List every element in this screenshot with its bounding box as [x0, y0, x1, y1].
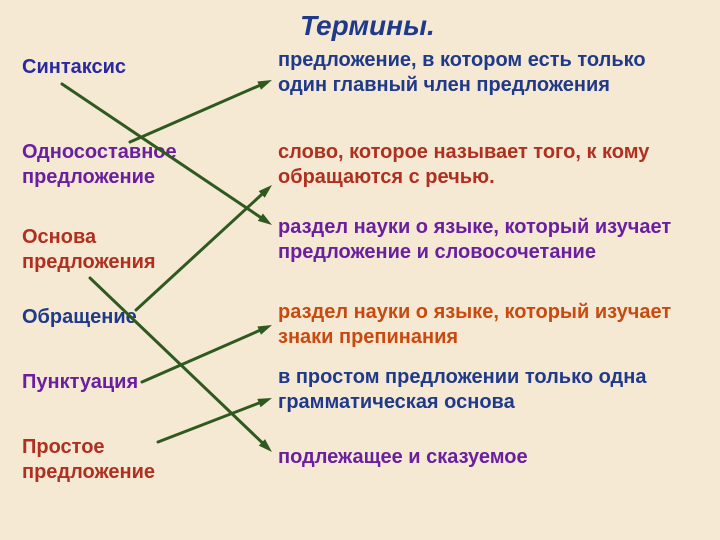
definition-d6: подлежащее и сказуемое — [278, 445, 698, 470]
term-t4: Обращение — [22, 305, 137, 330]
term-t1: Синтаксис — [22, 55, 126, 80]
term-t3: Основапредложения — [22, 225, 156, 275]
definition-d2: слово, которое называет того, к кому обр… — [278, 140, 698, 190]
page-title: Термины. — [300, 10, 435, 42]
definition-d5: в простом предложении только одна грамма… — [278, 365, 698, 415]
term-t6: Простоепредложение — [22, 435, 155, 485]
definition-d4: раздел науки о языке, который изучает зн… — [278, 300, 698, 350]
definition-d3: раздел науки о языке, который изучает пр… — [278, 215, 698, 265]
definition-d1: предложение, в котором есть только один … — [278, 48, 698, 98]
term-t5: Пунктуация — [22, 370, 138, 395]
term-t2: Односоставноепредложение — [22, 140, 177, 190]
